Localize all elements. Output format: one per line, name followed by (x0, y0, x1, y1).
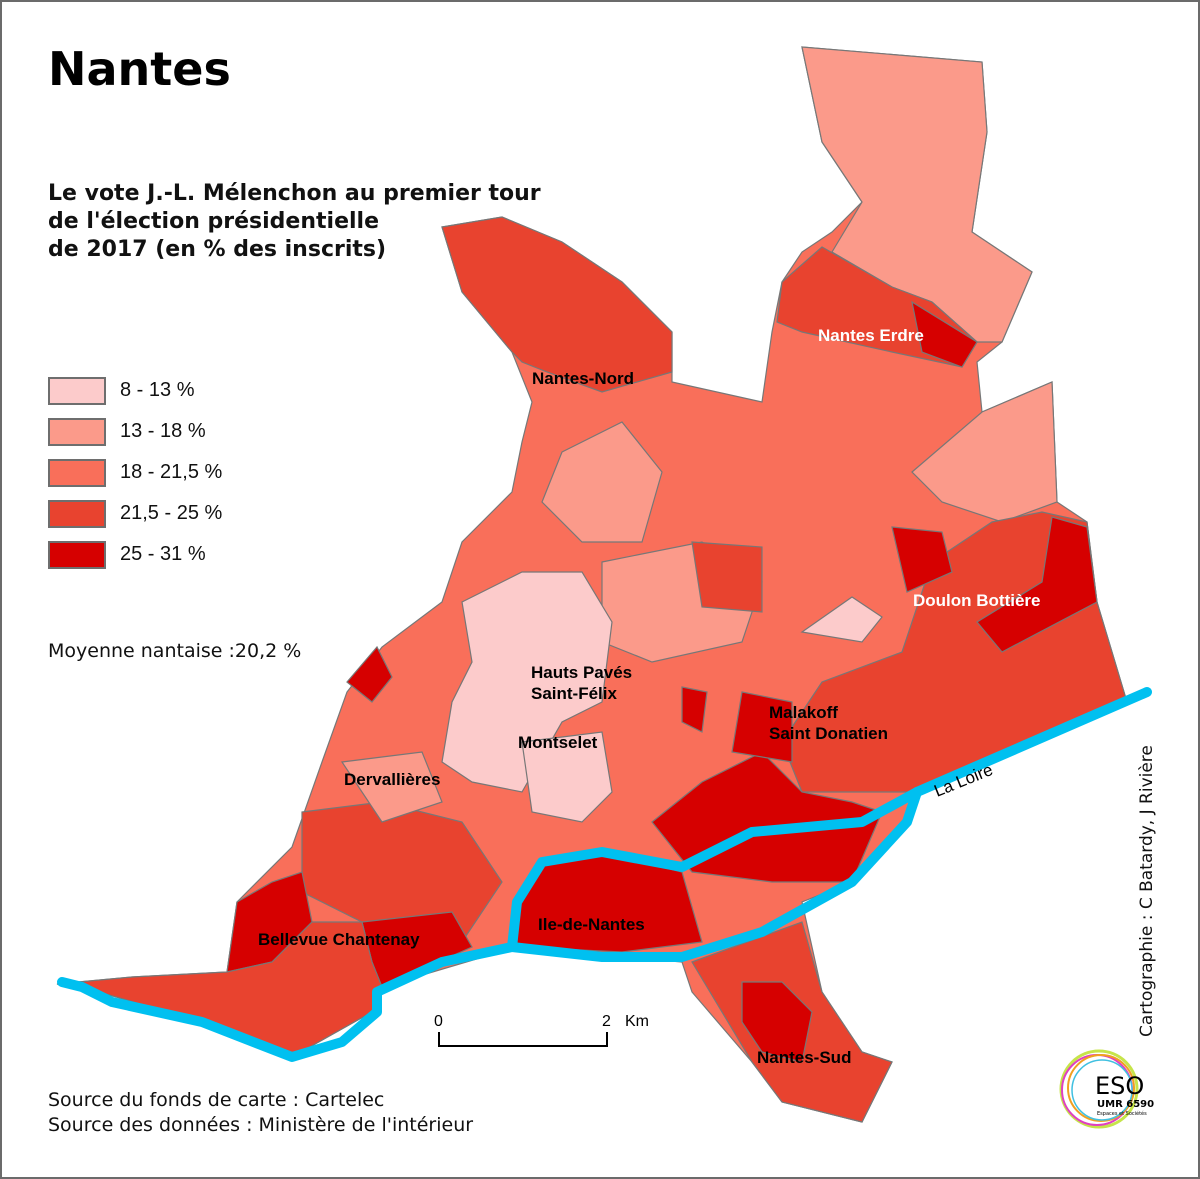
label-saint-donatien: Saint Donatien (769, 724, 888, 743)
label-saint-felix: Saint-Félix (531, 684, 618, 703)
legend-swatch (48, 376, 106, 405)
district-west-high (346, 645, 393, 703)
source-basemap: Source du fonds de carte : Cartelec (48, 1089, 385, 1111)
legend-swatch (48, 540, 106, 569)
label-nantes-sud: Nantes-Sud (757, 1048, 851, 1067)
district-doulon-high-2 (891, 526, 953, 593)
label-nantes-nord: Nantes-Nord (532, 369, 634, 388)
label-malakoff: Malakoff (769, 703, 838, 722)
district-center-red (691, 541, 763, 613)
legend-label: 13 - 18 % (120, 420, 206, 442)
district-light-north (541, 421, 663, 543)
district-dervallieres (340, 751, 443, 823)
label-ile-de-nantes: Ile-de-Nantes (538, 915, 645, 934)
legend-item: 13 - 18 % (48, 411, 222, 452)
legend-item: 25 - 31 % (48, 534, 222, 575)
cartography-credit: Cartographie : C Batardy, J Rivière (1137, 745, 1157, 1037)
legend-item: 18 - 21,5 % (48, 452, 222, 493)
legend-swatch (48, 417, 106, 446)
legend-swatch (48, 499, 106, 528)
label-montselet: Montselet (518, 733, 598, 752)
district-nantes-sud-high (741, 981, 813, 1063)
legend: 8 - 13 % 13 - 18 % 18 - 21,5 % 21,5 - 25… (48, 370, 222, 575)
label-doulon-bottiere: Doulon Bottière (913, 591, 1041, 610)
average-note: Moyenne nantaise :20,2 % (48, 640, 302, 662)
logo-umr: UMR 6590 (1097, 1099, 1154, 1110)
source-data: Source des données : Ministère de l'inté… (48, 1114, 474, 1136)
scale-unit: Km (625, 1013, 649, 1030)
label-dervallieres: Dervallières (344, 770, 440, 789)
district-center-high (681, 686, 708, 733)
scale-two: 2 (602, 1013, 611, 1030)
map-title: Nantes (48, 42, 231, 96)
sources: Source du fonds de carte : Cartelec Sour… (48, 1088, 473, 1138)
scale-bar: 0 2 Km (434, 1013, 649, 1047)
scale-zero: 0 (434, 1013, 443, 1030)
district-east-light (911, 381, 1058, 523)
loire-river-north-arm (507, 787, 922, 952)
district-malakoff-2 (731, 691, 793, 763)
eso-logo: ESO UMR 6590 Espaces et Sociétés (1059, 1049, 1154, 1129)
legend-item: 8 - 13 % (48, 370, 222, 411)
logo-eso: ESO (1095, 1072, 1144, 1100)
label-nantes-erdre: Nantes Erdre (818, 326, 924, 345)
district-nantes-nord (441, 216, 673, 393)
district-east-light-2 (800, 596, 883, 643)
legend-label: 8 - 13 % (120, 379, 195, 401)
legend-item: 21,5 - 25 % (48, 493, 222, 534)
legend-swatch (48, 458, 106, 487)
legend-label: 21,5 - 25 % (120, 502, 223, 524)
legend-label: 25 - 31 % (120, 543, 206, 565)
loire-river-south-arm (57, 687, 1152, 1062)
label-hauts-paves: Hauts Pavés (531, 663, 632, 682)
label-bellevue-chantenay: Bellevue Chantenay (258, 930, 420, 949)
district-doulon-high (976, 516, 1098, 653)
legend-label: 18 - 21,5 % (120, 461, 223, 483)
district-montselet (521, 731, 613, 823)
logo-tagline: Espaces et Sociétés (1097, 1110, 1147, 1117)
map-subtitle: Le vote J.-L. Mélenchon au premier tour … (48, 181, 541, 262)
district-erdre-high (911, 300, 978, 368)
